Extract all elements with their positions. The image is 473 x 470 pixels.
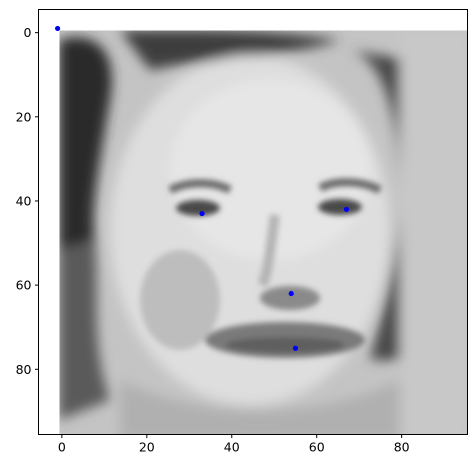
y-tick-label: 80 <box>16 362 32 377</box>
face-image <box>59 30 468 435</box>
x-tick-label: 20 <box>139 440 155 455</box>
scatter-point <box>199 210 205 217</box>
axes-frame <box>38 9 468 435</box>
y-tick-label: 0 <box>24 25 32 40</box>
x-tick-label: 60 <box>309 440 325 455</box>
y-tick-label: 60 <box>16 278 32 293</box>
scatter-point <box>288 290 294 297</box>
x-tick-label: 40 <box>224 440 240 455</box>
x-tick-label: 80 <box>394 440 410 455</box>
x-axis: 0 20 40 60 80 <box>58 434 410 455</box>
scatter-points <box>55 25 350 351</box>
scatter-point <box>55 25 61 32</box>
scatter-point <box>292 345 299 351</box>
x-tick-label: 0 <box>58 440 66 455</box>
scatter-point <box>343 206 350 212</box>
y-tick-label: 40 <box>16 193 32 208</box>
y-axis: 0 20 40 60 80 <box>16 25 39 377</box>
y-tick-label: 20 <box>16 109 32 124</box>
